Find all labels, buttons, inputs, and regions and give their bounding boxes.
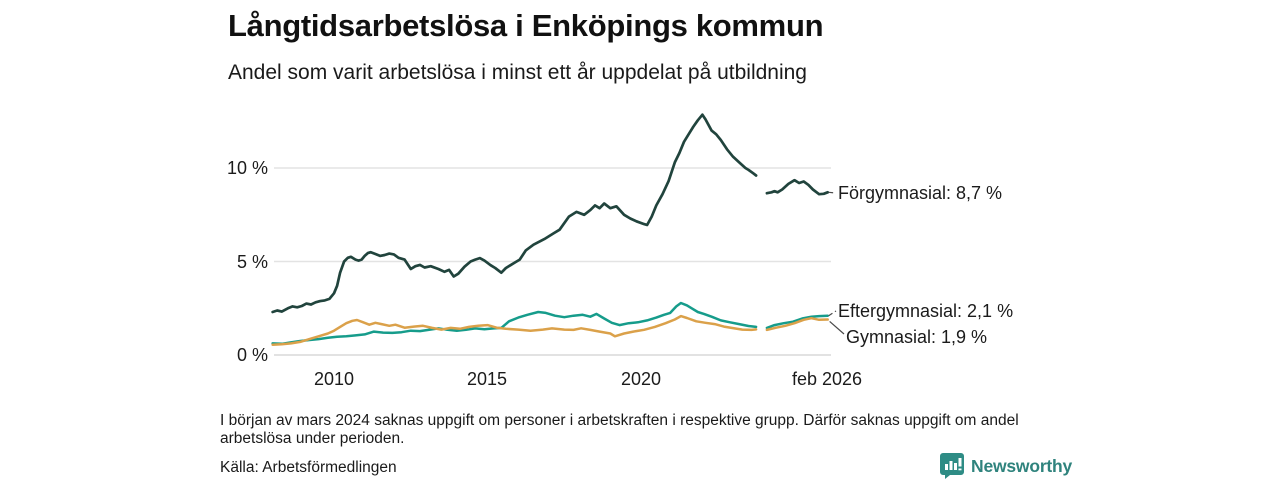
x-tick-2015: 2015 [466,369,508,389]
x-tick-2020: 2020 [620,369,662,389]
series-label-forgymnasial: Förgymnasial: 8,7 % [838,183,1003,203]
page-title: Långtidsarbetslösa i Enköpings kommun [228,8,824,43]
series-line-eftergymnasial-seg2 [765,314,829,330]
bar-chart-speech-bubble-icon [940,453,964,479]
x-tick-2010: 2010 [313,369,355,389]
series-line-förgymnasial-seg2 [765,178,830,196]
x-tick-feb-2026: feb 2026 [791,369,863,389]
leader-gymnasial [829,321,845,335]
series-label-eftergymnasial: Eftergymnasial: 2,1 % [838,301,1014,321]
series-line-gymnasial-seg1 [271,314,758,346]
leader-eftergymnasial [828,310,837,317]
y-tick-0: 0 % [236,345,268,365]
y-tick-5: 5 % [236,252,268,272]
series-line-gymnasial-seg2 [765,316,829,332]
source-caption: Källa: Arbetsförmedlingen [220,459,397,476]
branding: Newsworthy [940,453,1072,479]
series-line-förgymnasial-seg1 [271,113,758,314]
series-label-gymnasial: Gymnasial: 1,9 % [846,327,988,347]
footnote: I början av mars 2024 saknas uppgift om … [220,412,1019,447]
series-line-eftergymnasial-seg1 [271,301,758,346]
leader-forgymnasial [828,191,837,194]
page-subtitle: Andel som varit arbetslösa i minst ett å… [228,61,807,84]
y-tick-10: 10 % [226,158,268,178]
branding-name: Newsworthy [971,455,1073,476]
